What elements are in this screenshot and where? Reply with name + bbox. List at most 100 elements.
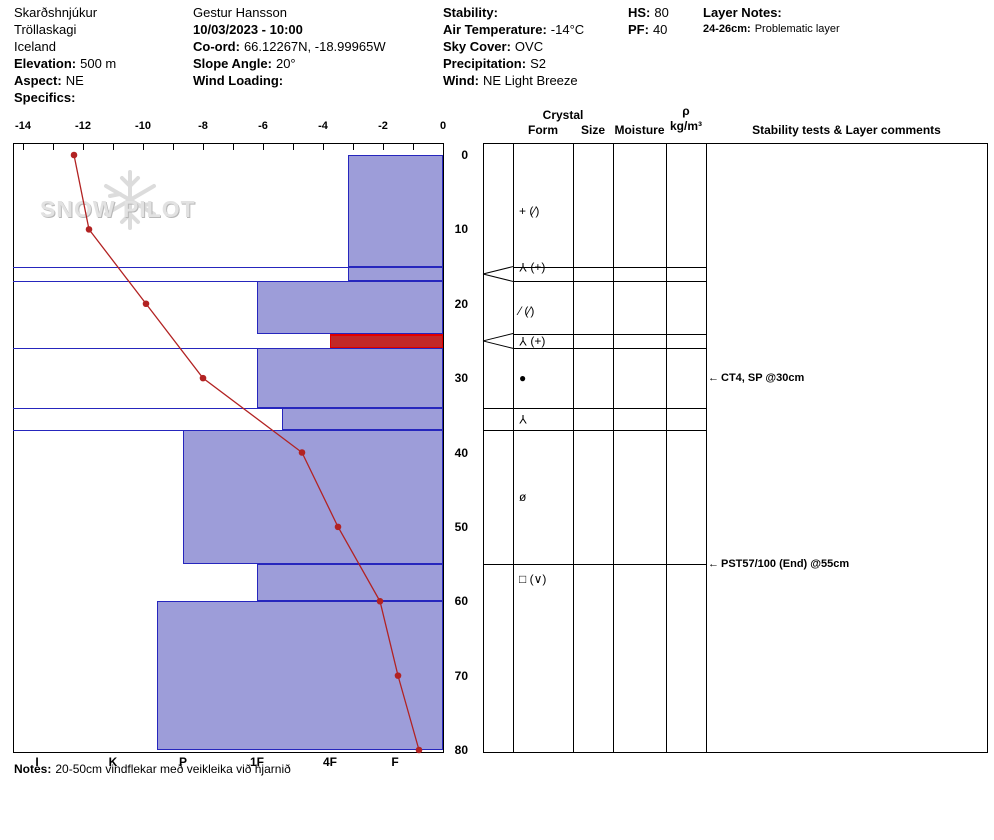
temp-axis-tick: [413, 144, 414, 150]
temp-axis-tick: [203, 144, 204, 150]
panel-divider-form-size: [573, 143, 574, 753]
crystal-header: Crystal: [542, 108, 584, 122]
grain-form-symbol: +: [519, 203, 527, 218]
stability-test-label: CT4, SP @30cm: [721, 372, 805, 385]
temp-axis-label: -12: [75, 120, 91, 132]
temp-axis-label: -14: [15, 120, 31, 132]
pit-notes: Notes: 20-50cm vindflekar með veikleika v…: [14, 762, 291, 776]
panel-layer-line: [483, 564, 706, 566]
pf-label: PF:: [628, 22, 649, 37]
grain-form-row: ●: [519, 370, 526, 386]
temp-axis-label: -8: [198, 120, 208, 132]
panel-layer-line-fanned: [513, 281, 706, 283]
depth-axis-label: 70: [454, 668, 468, 683]
temp-axis-tick: [53, 144, 54, 150]
stability-label: Stability:: [443, 5, 498, 20]
header-location-block: Skarðshnjúkur Tröllaskagi Iceland Elevat…: [14, 4, 116, 106]
temp-axis-tick: [113, 144, 114, 150]
observer-name: Gestur Hansson: [193, 5, 287, 20]
grain-form-symbol: ●: [519, 371, 527, 386]
pf-value: 40: [652, 22, 668, 37]
wind-row: Wind: NE Light Breeze: [443, 72, 584, 89]
layer-boundary-line: [13, 430, 443, 432]
size-column-header: Size: [580, 123, 605, 137]
grain-form-row: Y (+): [519, 259, 546, 274]
coordinates-row: Co-ord: 66.12267N, -18.99965W: [193, 38, 386, 55]
air-temp-row: Air Temperature: -14°C: [443, 21, 584, 38]
grain-form-row: Y: [519, 411, 527, 427]
hs-value: 80: [654, 5, 669, 20]
layer-note-text: Problematic layer: [754, 23, 840, 35]
wind-loading-label: Wind Loading:: [193, 73, 284, 88]
grain-form-row: ø: [519, 489, 526, 505]
stability-test-row: ← PST57/100 (End) @55cm: [708, 557, 849, 571]
layer-boundary-line: [13, 407, 443, 409]
left-arrow-icon: ←: [708, 558, 719, 571]
layer-note-entry: 24-26cm: Problematic layer: [703, 21, 840, 38]
left-arrow-icon: ←: [708, 372, 719, 385]
notes-text: 20-50cm vindflekar með veikleika við hja…: [55, 762, 291, 776]
sky-cover-row: Sky Cover: OVC: [443, 38, 584, 55]
temp-axis-label: -10: [135, 120, 151, 132]
temp-axis-tick: [263, 144, 264, 150]
stability-test-row: ← CT4, SP @30cm: [708, 371, 804, 385]
sky-cover-label: Sky Cover:: [443, 39, 511, 54]
grain-form-row: ⁄ (⁄): [519, 304, 535, 319]
moisture-column-header: Moisture: [614, 123, 665, 137]
slope-angle-row: Slope Angle: 20°: [193, 55, 386, 72]
grain-form-symbol: □: [519, 571, 527, 586]
aspect-value: NE: [65, 73, 84, 88]
grain-form-secondary-symbol: ⁄: [533, 203, 536, 218]
elevation-row: Elevation: 500 m: [14, 55, 116, 72]
layer-note-depth: 24-26cm:: [703, 23, 751, 35]
form-column-header: Form: [528, 123, 558, 137]
temp-axis-tick: [443, 144, 444, 150]
header-layer-notes-block: Layer Notes: 24-26cm: Problematic layer: [703, 4, 840, 38]
hardness-axis-label: K: [108, 755, 118, 769]
sky-cover-value: OVC: [514, 39, 544, 54]
temp-axis-tick: [353, 144, 354, 150]
panel-divider-moisture-density: [666, 143, 667, 753]
slope-angle-value: 20°: [275, 56, 296, 71]
depth-axis-label: 10: [454, 222, 468, 237]
comments-column-header: Stability tests & Layer comments: [752, 123, 941, 137]
precipitation-value: S2: [530, 56, 546, 71]
panel-divider-size-moisture: [613, 143, 614, 753]
grain-form-secondary-symbol: +: [534, 333, 542, 348]
depth-axis-label: 60: [454, 594, 468, 609]
hardness-axis-label: P: [178, 755, 187, 769]
grain-form-symbol: ⁄: [519, 304, 522, 319]
hardness-axis-label: I: [35, 755, 39, 769]
grain-form-symbol: Y: [519, 259, 528, 274]
grain-form-symbol: ø: [519, 490, 527, 505]
header-totals-block: HS: 80 PF: 40: [628, 4, 669, 38]
panel-layer-line: [483, 430, 706, 432]
grain-form-secondary-symbol: ⁄: [528, 304, 531, 319]
wind-loading-row: Wind Loading:: [193, 72, 386, 89]
grain-form-row: □ (∨): [519, 571, 547, 586]
profile-chart-area: [13, 143, 444, 753]
panel-layer-line: [483, 407, 706, 409]
hardness-axis-label: F: [391, 755, 399, 769]
observation-datetime: 10/03/2023 - 10:00: [193, 22, 303, 37]
panel-divider-density-comments: [706, 143, 707, 753]
depth-axis-label: 30: [454, 371, 468, 386]
layer-boundary-line: [13, 266, 443, 268]
hs-row: HS: 80: [628, 4, 669, 21]
slope-angle-label: Slope Angle:: [193, 56, 272, 71]
pf-row: PF: 40: [628, 21, 669, 38]
panel-layer-line-fanned: [513, 348, 706, 350]
hardness-axis-label: 4F: [322, 755, 337, 769]
precipitation-label: Precipitation:: [443, 56, 527, 71]
depth-axis-label: 20: [454, 296, 468, 311]
temp-axis-tick: [173, 144, 174, 150]
panel-divider-form-left: [513, 143, 514, 753]
wind-value: NE Light Breeze: [482, 73, 578, 88]
temp-axis-tick: [83, 144, 84, 150]
header-observer-block: Gestur Hansson 10/03/2023 - 10:00 Co-ord…: [193, 4, 386, 89]
aspect-row: Aspect: NE: [14, 72, 116, 89]
grain-form-secondary-symbol: ∨: [533, 571, 543, 586]
depth-axis-label: 80: [454, 743, 468, 757]
specifics-label: Specifics:: [14, 90, 76, 105]
